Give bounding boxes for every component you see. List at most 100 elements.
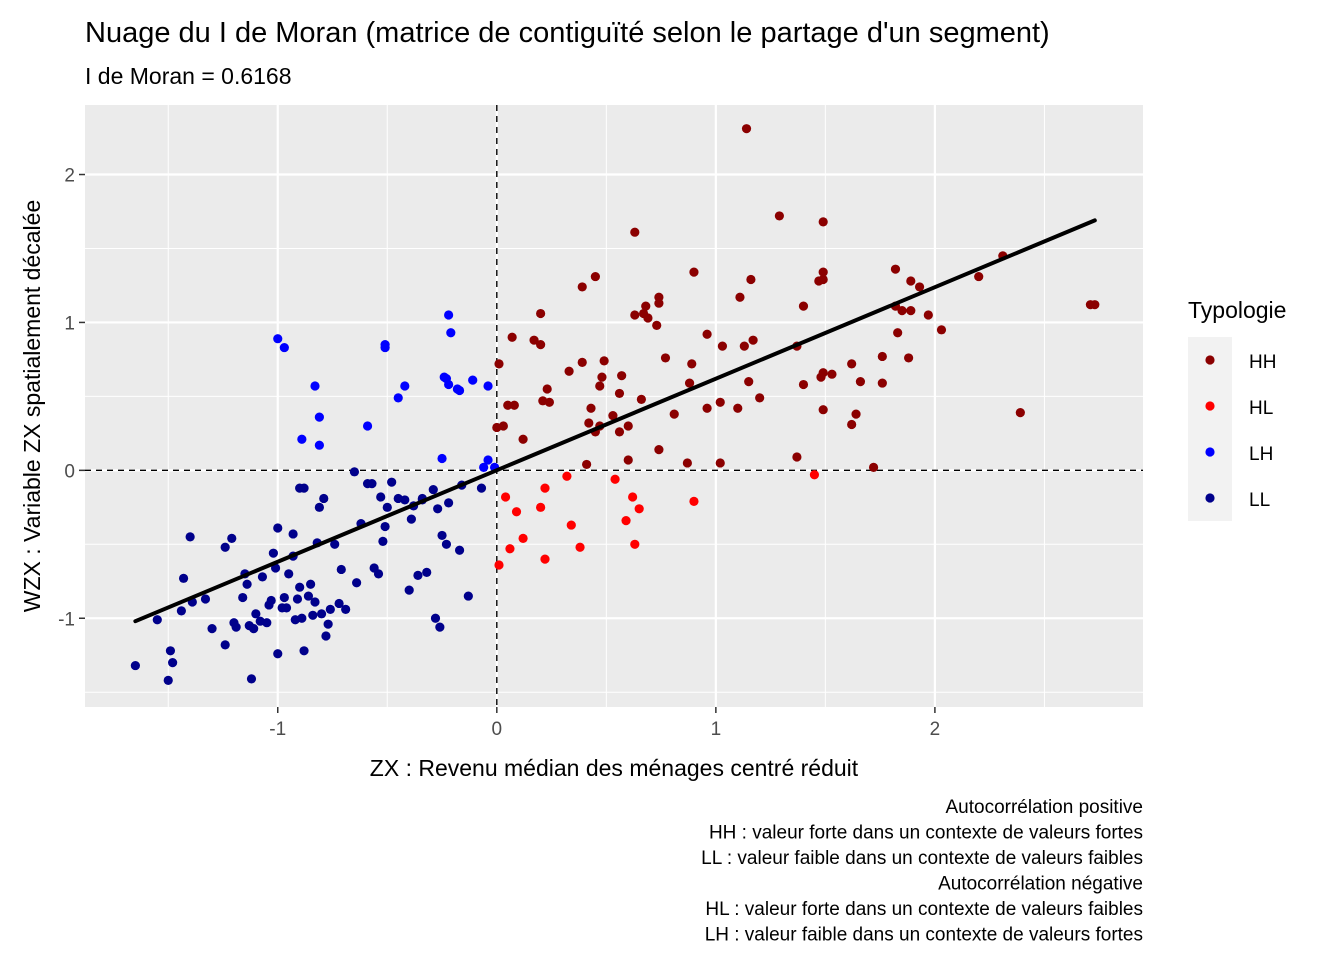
caption-line: HH : valeur forte dans un contexte de va… <box>709 823 1143 844</box>
point-hh <box>744 376 754 387</box>
point-hh <box>877 351 887 362</box>
point-ll <box>227 533 237 543</box>
point-ll <box>257 572 268 582</box>
point-ll <box>281 603 292 613</box>
point-ll <box>437 530 447 541</box>
point-ll <box>349 467 360 477</box>
y-axis-label: WZX : Variable ZX spatialement décalée <box>19 200 45 612</box>
point-hh <box>641 301 651 311</box>
point-ll <box>168 658 178 668</box>
point-hh <box>827 369 837 379</box>
point-hh <box>536 308 546 319</box>
point-ll <box>382 502 392 512</box>
point-hh <box>595 381 605 391</box>
point-ll <box>319 493 329 504</box>
legend-key-lh <box>1205 447 1215 457</box>
reference-lines <box>85 105 1143 707</box>
legend-title: Typologie <box>1188 297 1286 323</box>
point-ll <box>400 495 410 505</box>
point-hh <box>577 282 587 292</box>
point-hh <box>599 356 609 366</box>
point-hh <box>936 325 947 335</box>
point-hh <box>847 359 857 369</box>
chart-subtitle: I de Moran = 0.6168 <box>85 63 292 89</box>
point-hh <box>974 271 984 282</box>
y-tick-label: 0 <box>64 461 75 482</box>
x-tick-label: 1 <box>711 719 722 740</box>
point-lh <box>279 342 289 353</box>
point-hh <box>590 271 600 282</box>
point-hh <box>733 403 743 413</box>
point-lh <box>380 342 390 353</box>
point-hh <box>617 371 627 381</box>
point-hh <box>660 353 671 363</box>
point-ll <box>430 613 441 623</box>
point-ll <box>163 675 173 685</box>
point-hl <box>630 539 640 549</box>
point-ll <box>378 536 388 546</box>
point-hl <box>628 492 638 502</box>
point-hh <box>906 276 916 286</box>
point-ll <box>273 523 283 533</box>
point-ll <box>299 483 309 493</box>
point-ll <box>441 539 452 549</box>
point-hh <box>715 397 725 407</box>
point-hh <box>518 434 528 444</box>
point-ll <box>152 615 162 625</box>
point-hh <box>614 388 625 399</box>
point-hl <box>536 502 546 512</box>
point-hh <box>1015 408 1025 418</box>
point-hh <box>542 384 552 394</box>
point-hh <box>818 267 828 277</box>
point-hh <box>636 394 646 404</box>
legend-key-hh <box>1205 355 1215 365</box>
y-tick-label: 1 <box>64 313 75 334</box>
point-ll <box>306 579 316 589</box>
point-ll <box>185 532 195 542</box>
point-ll <box>231 622 241 632</box>
x-axis-label: ZX : Revenu médian des ménages centré ré… <box>370 755 859 781</box>
point-hh <box>1085 300 1096 310</box>
point-hl <box>505 544 515 554</box>
y-tick-label: 2 <box>64 166 75 187</box>
point-hl <box>494 560 504 570</box>
point-ll <box>476 483 487 493</box>
point-ll <box>284 569 294 579</box>
point-lh <box>437 453 447 464</box>
point-ll <box>178 573 189 583</box>
point-hl <box>518 533 528 543</box>
point-ll <box>130 660 140 671</box>
point-ll <box>165 646 176 656</box>
point-hh <box>717 341 728 351</box>
plot-panel <box>85 105 1143 707</box>
caption-line: Autocorrélation négative <box>938 874 1143 895</box>
point-hh <box>687 359 697 369</box>
legend-label-ll: LL <box>1249 490 1270 511</box>
point-ll <box>246 674 257 684</box>
point-ll <box>463 591 473 601</box>
point-ll <box>200 594 211 604</box>
point-hh <box>851 409 861 419</box>
point-hh <box>654 445 664 455</box>
point-hh <box>792 452 802 462</box>
point-ll <box>428 484 438 495</box>
point-hh <box>746 274 756 285</box>
point-hh <box>684 378 695 388</box>
point-ll <box>336 564 346 575</box>
point-hh <box>643 313 653 323</box>
point-ll <box>323 619 333 629</box>
point-hh <box>798 379 809 390</box>
point-ll <box>310 597 320 607</box>
point-hl <box>621 516 631 526</box>
point-ll <box>251 609 261 619</box>
point-hh <box>623 421 633 431</box>
point-hl <box>809 470 820 480</box>
legend-label-hh: HH <box>1249 352 1276 373</box>
point-hh <box>855 376 866 387</box>
point-ll <box>220 542 230 552</box>
point-ll <box>373 569 384 579</box>
point-ll <box>314 502 324 512</box>
point-hh <box>755 393 765 403</box>
point-ll <box>292 594 303 604</box>
point-ll <box>404 585 414 595</box>
